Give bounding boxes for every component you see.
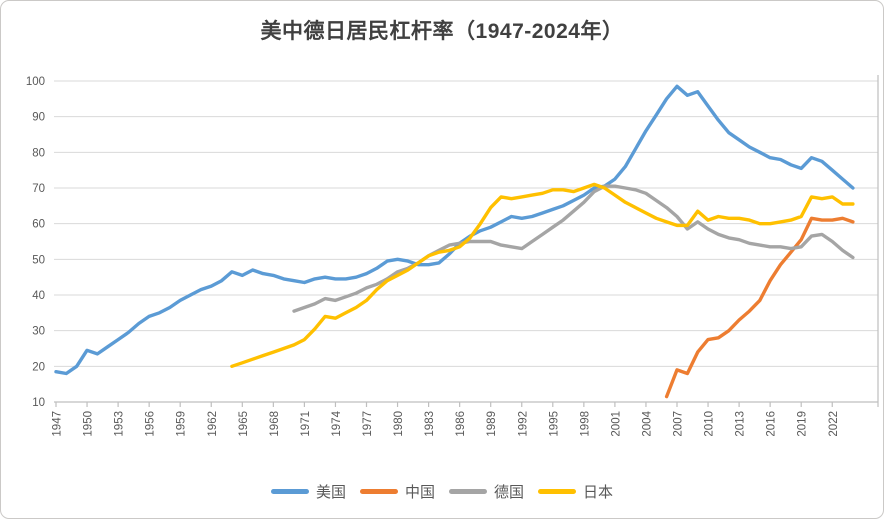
legend-label-us: 美国 xyxy=(315,484,346,501)
x-tick-label: 1956 xyxy=(145,411,157,437)
chart-title: 美中德日居民杠杆率（1947-2024年） xyxy=(260,20,624,43)
y-tick-label: 40 xyxy=(32,290,45,302)
japan-line-swatch xyxy=(538,489,577,494)
legend-label-japan: 日本 xyxy=(583,484,614,501)
series-line-japan xyxy=(230,182,855,368)
y-tick-label: 90 xyxy=(32,112,45,124)
x-tick-label: 2016 xyxy=(766,411,778,437)
x-tick-label: 1965 xyxy=(238,411,250,437)
x-tick-label: 1974 xyxy=(331,410,343,436)
x-tick-label: 2001 xyxy=(610,411,622,437)
x-tick-label: 1968 xyxy=(269,411,281,437)
y-tick-label: 70 xyxy=(32,183,45,195)
x-tick-label: 1959 xyxy=(176,411,188,437)
y-tick-label: 100 xyxy=(26,76,45,88)
x-tick-label: 1953 xyxy=(114,411,126,437)
chart-legend: 美国 中国 德国 日本 xyxy=(1,481,883,502)
y-tick-label: 10 xyxy=(32,397,45,409)
line-chart-plot-area: 10 20 30 40 50 60 70 80 90 100 1947 1950 1953 1956 195… xyxy=(26,75,879,437)
china-line-swatch xyxy=(359,489,398,494)
y-tick-label: 30 xyxy=(32,326,45,338)
x-tick-label: 1971 xyxy=(300,411,312,437)
x-tick-label: 2019 xyxy=(797,411,809,437)
y-tick-label: 20 xyxy=(32,361,45,373)
x-tick-label: 2022 xyxy=(828,411,840,437)
legend-item-china: 中国 xyxy=(359,481,435,502)
y-tick-label: 60 xyxy=(32,219,45,231)
us-line-swatch xyxy=(270,489,309,494)
x-tick-label: 2010 xyxy=(704,411,716,437)
legend-item-japan: 日本 xyxy=(538,481,613,502)
x-tick-label: 1989 xyxy=(486,411,498,437)
x-tick-label: 1980 xyxy=(393,411,405,437)
legend-label-china: 中国 xyxy=(404,484,435,501)
x-tick-label: 1947 xyxy=(52,411,64,437)
x-tick-label: 1986 xyxy=(455,411,467,437)
x-tick-label: 1995 xyxy=(548,411,560,437)
x-tick-label: 1998 xyxy=(579,411,591,437)
y-tick-label: 50 xyxy=(32,254,45,266)
legend-item-us: 美国 xyxy=(270,481,346,502)
x-tick-label: 1962 xyxy=(207,411,219,437)
x-tick-label: 2007 xyxy=(673,411,685,437)
y-tick-label: 80 xyxy=(32,147,45,159)
series-line-china xyxy=(664,216,855,399)
legend-item-germany: 德国 xyxy=(449,481,524,502)
x-tick-label: 1977 xyxy=(362,411,374,437)
x-tick-label: 1992 xyxy=(517,411,529,437)
x-tick-label: 2013 xyxy=(735,411,747,437)
x-tick-label: 1950 xyxy=(83,411,95,437)
legend-label-germany: 德国 xyxy=(494,484,525,501)
germany-line-swatch xyxy=(449,489,487,494)
x-tick-label: 1983 xyxy=(424,411,436,437)
x-tick-label: 2004 xyxy=(641,410,653,436)
series-line-germany xyxy=(292,184,855,313)
